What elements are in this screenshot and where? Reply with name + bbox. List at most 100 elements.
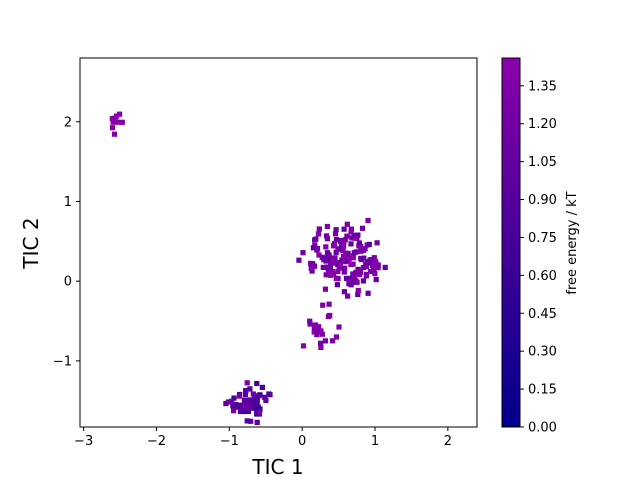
heatmap-cell [372,271,378,277]
heatmap-cell [254,395,260,401]
heatmap-cell [363,264,369,270]
heatmap-cell [223,401,229,407]
heatmap-cell [266,391,272,397]
x-axis-label: TIC 1 [251,455,303,479]
heatmap-cell [241,408,247,415]
plot-frame [79,57,478,428]
heatmap-cell [366,241,372,247]
heatmap-cell [333,334,339,340]
heatmap-cell [341,239,347,245]
heatmap-cell [323,233,330,239]
heatmap-cell [363,273,369,279]
heatmap-cell [325,257,331,263]
heatmap-cell [315,231,322,237]
heatmap-cell [355,291,361,297]
heatmap-cell [336,324,342,330]
heatmap-cell [230,403,236,409]
heatmap-cell [235,404,241,410]
heatmap-cell [351,250,357,256]
heatmap-cell [373,259,379,265]
heatmap-cell [351,232,357,238]
colorbar-ticks: 0.00 0.15 0.30 0.45 0.60 0.75 0.90 1.05 1.20 1.35 [520,79,557,436]
heatmap-cell [358,268,364,274]
heatmap-cell [340,247,346,253]
heatmap-cell [313,322,319,328]
heatmap-cell [331,271,337,277]
heatmap-cell [360,264,366,271]
heatmap-cell [345,258,351,264]
heatmap-cell [338,243,345,249]
heatmap-cell [318,328,324,334]
heatmap-cell [254,380,260,387]
heatmap-cell [242,398,248,404]
x-tick-label: 2 [444,434,452,449]
y-tick-label: 2 [64,115,72,130]
heatmap-cell [333,249,339,255]
heatmap-cell [112,117,118,123]
heatmap-cell [359,225,366,231]
heatmap-cell [324,223,330,230]
colorbar-tick-label: 0.00 [528,421,557,436]
heatmap-cell [322,338,328,344]
x-axis: −3 −2 −1 0 1 2 [74,427,452,449]
heatmap-cell [316,226,322,232]
heatmap-cell [250,391,256,397]
heatmap-cell [254,419,260,425]
heatmap-cell [341,226,347,232]
heatmap-cell [346,281,352,287]
heatmap-cell [348,261,354,268]
heatmap-cell [319,254,325,260]
heatmap-cell [337,263,343,269]
heatmap-cell [242,391,249,397]
y-axis-label: TIC 2 [19,217,43,269]
heatmap-cell [296,257,302,263]
x-tick-label: 1 [371,434,379,449]
heatmap-cell [345,293,351,299]
colorbar-tick-label: 0.75 [528,231,557,246]
heatmap-cell [353,269,359,275]
heatmap-cell [111,131,118,137]
heatmap-cell [344,221,350,227]
heatmap-cell [245,408,251,414]
colorbar-tick-label: 1.05 [528,155,557,170]
heatmap-cell [328,260,334,266]
x-tick-label: −1 [220,434,239,449]
heatmap-cell [316,252,322,258]
y-tick-label: 1 [64,195,72,210]
heatmap-cell [247,386,253,392]
heatmap-cell [365,290,371,296]
colorbar-tick-label: 0.60 [528,269,557,284]
heatmap-cell [333,275,339,281]
y-axis: −1 0 1 2 [53,115,80,369]
heatmap-cell [263,397,269,403]
heatmap-cell [341,269,347,275]
heatmap-cell [356,240,362,246]
heatmap-cell [320,264,326,270]
heatmap-cell [342,265,348,271]
heatmap-cell [355,287,361,294]
heatmap-cell [375,265,381,271]
heatmap-cell [339,257,345,263]
y-tick-label: 0 [64,275,72,290]
heatmap-cell [323,272,329,278]
heatmap-cell [231,408,237,414]
heatmap-cell [300,343,307,349]
heatmap-cell [367,257,373,263]
heatmap-cell [371,267,377,273]
colorbar-tick-label: 0.30 [528,345,557,360]
heatmap-cell [335,246,341,252]
heatmap-cell [348,241,354,247]
heatmap-cell [375,262,381,268]
heatmap-cell [360,278,366,284]
heatmap-cell [259,384,265,390]
heatmap-cell [326,301,332,307]
heatmap-cell [231,395,237,401]
heatmap-cell [357,271,363,278]
heatmap-cell [330,243,337,249]
heatmap-cell [346,255,352,261]
colorbar-tick-label: 1.35 [528,79,557,94]
colorbar-tick-label: 0.15 [528,383,557,398]
heatmap-cell [256,409,262,415]
